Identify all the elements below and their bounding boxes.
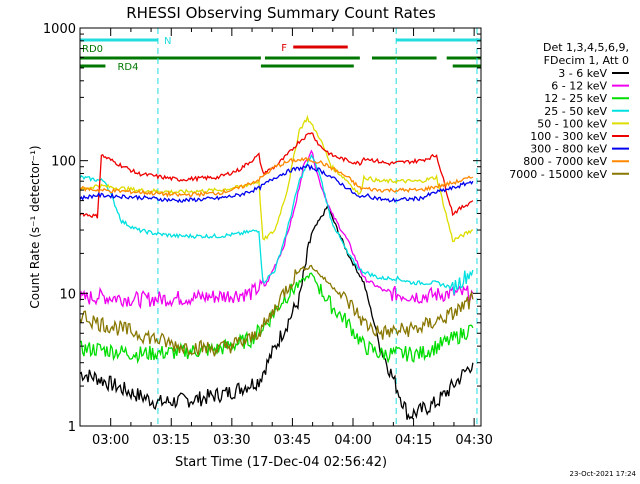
series-line-50-100-kev [80,114,474,243]
legend-header: Det 1,3,4,5,6,9, [543,41,629,54]
legend-label-6-12-kev: 6 - 12 keV [551,80,607,93]
y-tick-label: 10 [59,287,76,302]
legend: Det 1,3,4,5,6,9,FDecim 1, Att 03 - 6 keV… [509,41,629,181]
y-tick-label: 1000 [43,22,76,37]
x-tick-label: 03:45 [274,433,311,448]
x-tick-label: 04:15 [395,433,432,448]
plot-frame [79,27,482,427]
x-axis-label: Start Time (17-Dec-04 02:56:42) [175,455,387,470]
series-layer [80,114,474,420]
series-line-3-6-kev [80,204,474,420]
series-line-800-7000-kev [80,156,474,198]
series-line-100-300-kev [80,132,474,219]
flag-label-rd4: RD4 [117,62,138,73]
timestamp: 23-Oct-2021 17:24 [570,470,637,478]
x-tick-label: 03:30 [213,433,250,448]
legend-label-300-800-kev: 300 - 800 keV [530,143,607,156]
x-tick-label: 04:30 [455,433,492,448]
legend-label-12-25-kev: 12 - 25 keV [544,92,607,105]
x-tick-label: 03:15 [153,433,190,448]
series-line-12-25-kev [80,272,474,365]
y-axis-label: Count Rate (s⁻¹ detector⁻¹) [28,145,42,308]
flags-layer: N F RD0 RD4 [80,36,481,73]
legend-label-3-6-kev: 3 - 6 keV [558,67,607,80]
flag-label-rd0: RD0 [82,44,103,55]
series-line-25-50-kev [80,153,474,295]
series-line-300-800-kev [80,163,474,204]
x-axis: 03:00 03:15 03:30 03:45 04:00 04:15 04:30 [92,28,493,448]
legend-label-50-100-kev: 50 - 100 keV [537,117,607,130]
legend-label-25-50-kev: 25 - 50 keV [544,105,607,118]
y-tick-label: 1 [68,420,76,435]
y-tick-label: 100 [51,155,76,170]
dashed-markers [157,28,478,426]
legend-label-100-300-kev: 100 - 300 keV [530,130,607,143]
legend-header: FDecim 1, Att 0 [544,54,629,67]
x-tick-label: 03:00 [92,433,129,448]
chart-title: RHESSI Observing Summary Count Rates [126,4,436,22]
y-axis: 1 10 100 1000 [43,22,481,435]
legend-label-800-7000-kev: 800 - 7000 keV [523,155,607,168]
x-tick-label: 04:00 [334,433,371,448]
series-line-7000-15000-kev [80,264,474,357]
flag-label-n: N [164,36,171,47]
legend-label-7000-15000-kev: 7000 - 15000 keV [509,168,607,181]
flag-label-f: F [281,43,287,54]
